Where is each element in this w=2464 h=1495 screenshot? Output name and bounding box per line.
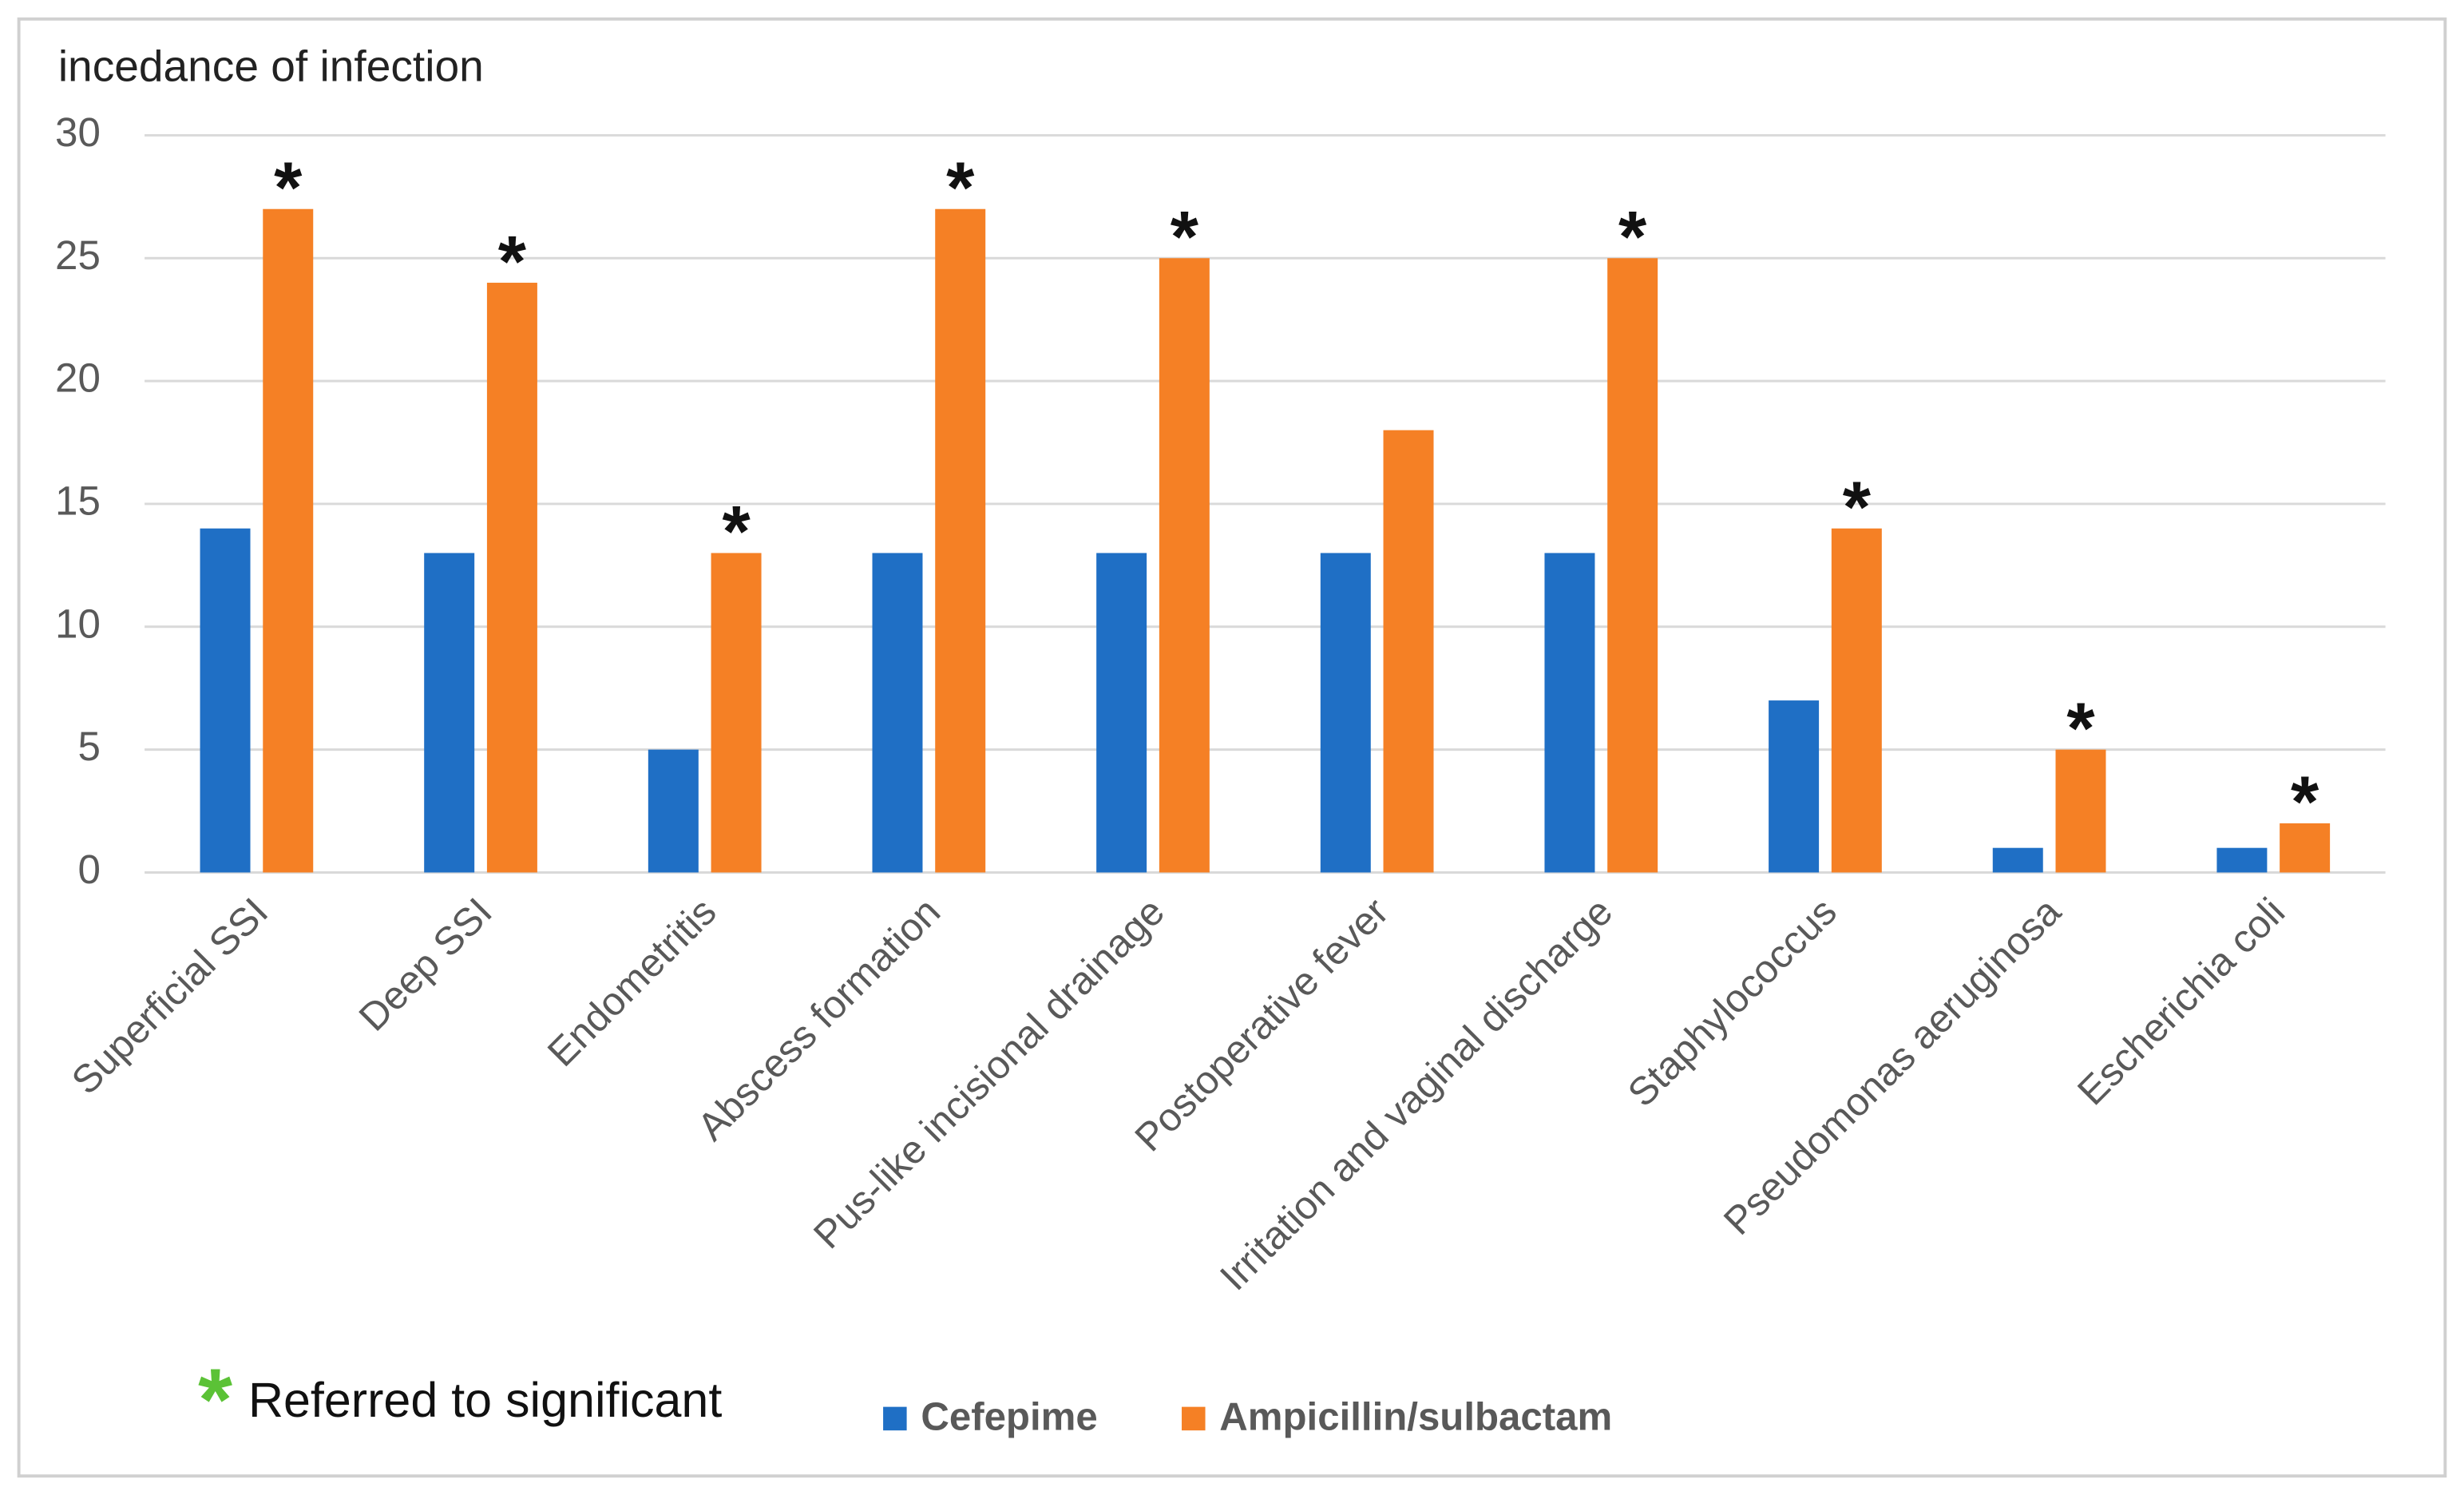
legend-label: Cefepime (921, 1394, 1097, 1438)
chart-frame (17, 17, 2447, 1478)
bar (263, 208, 314, 873)
significance-marker: * (1618, 197, 1647, 278)
bar (711, 553, 762, 873)
bar (1320, 553, 1371, 873)
y-tick-label: 20 (55, 355, 101, 401)
significance-marker: * (946, 148, 975, 228)
y-axis-label: incedance of infection (58, 41, 484, 90)
y-tick-label: 30 (55, 109, 101, 155)
bar (1096, 553, 1147, 873)
bar (1383, 430, 1434, 873)
legend-swatch (883, 1406, 907, 1431)
bar (424, 553, 475, 873)
significance-marker: * (1171, 197, 1199, 278)
bar (1544, 553, 1595, 873)
bar (2055, 749, 2106, 873)
significance-marker: * (2066, 688, 2095, 769)
bar (1159, 258, 1210, 873)
y-tick-label: 5 (78, 724, 101, 769)
significance-marker: * (498, 221, 527, 302)
significance-marker: * (1843, 467, 1872, 548)
y-tick-label: 25 (55, 232, 101, 278)
significance-marker: * (2291, 762, 2319, 843)
significance-marker: * (722, 492, 751, 573)
legend-swatch (1182, 1406, 1206, 1431)
bar (2280, 823, 2331, 873)
note-text: Referred to significant (248, 1373, 722, 1427)
y-tick-label: 15 (55, 478, 101, 523)
bar (1769, 700, 1820, 873)
y-tick-label: 0 (78, 847, 101, 892)
bar (2216, 847, 2268, 873)
bar (200, 528, 251, 873)
bar (1607, 258, 1658, 873)
bar (1992, 847, 2043, 873)
bar (872, 553, 923, 873)
y-tick-label: 10 (55, 601, 101, 646)
significance-marker: * (274, 148, 303, 228)
bar (935, 208, 986, 873)
bar (648, 749, 699, 873)
bar (486, 283, 537, 873)
legend-label: Ampicillin/sulbactam (1219, 1394, 1612, 1438)
note-symbol: * (198, 1351, 232, 1449)
bar (1831, 528, 1882, 873)
